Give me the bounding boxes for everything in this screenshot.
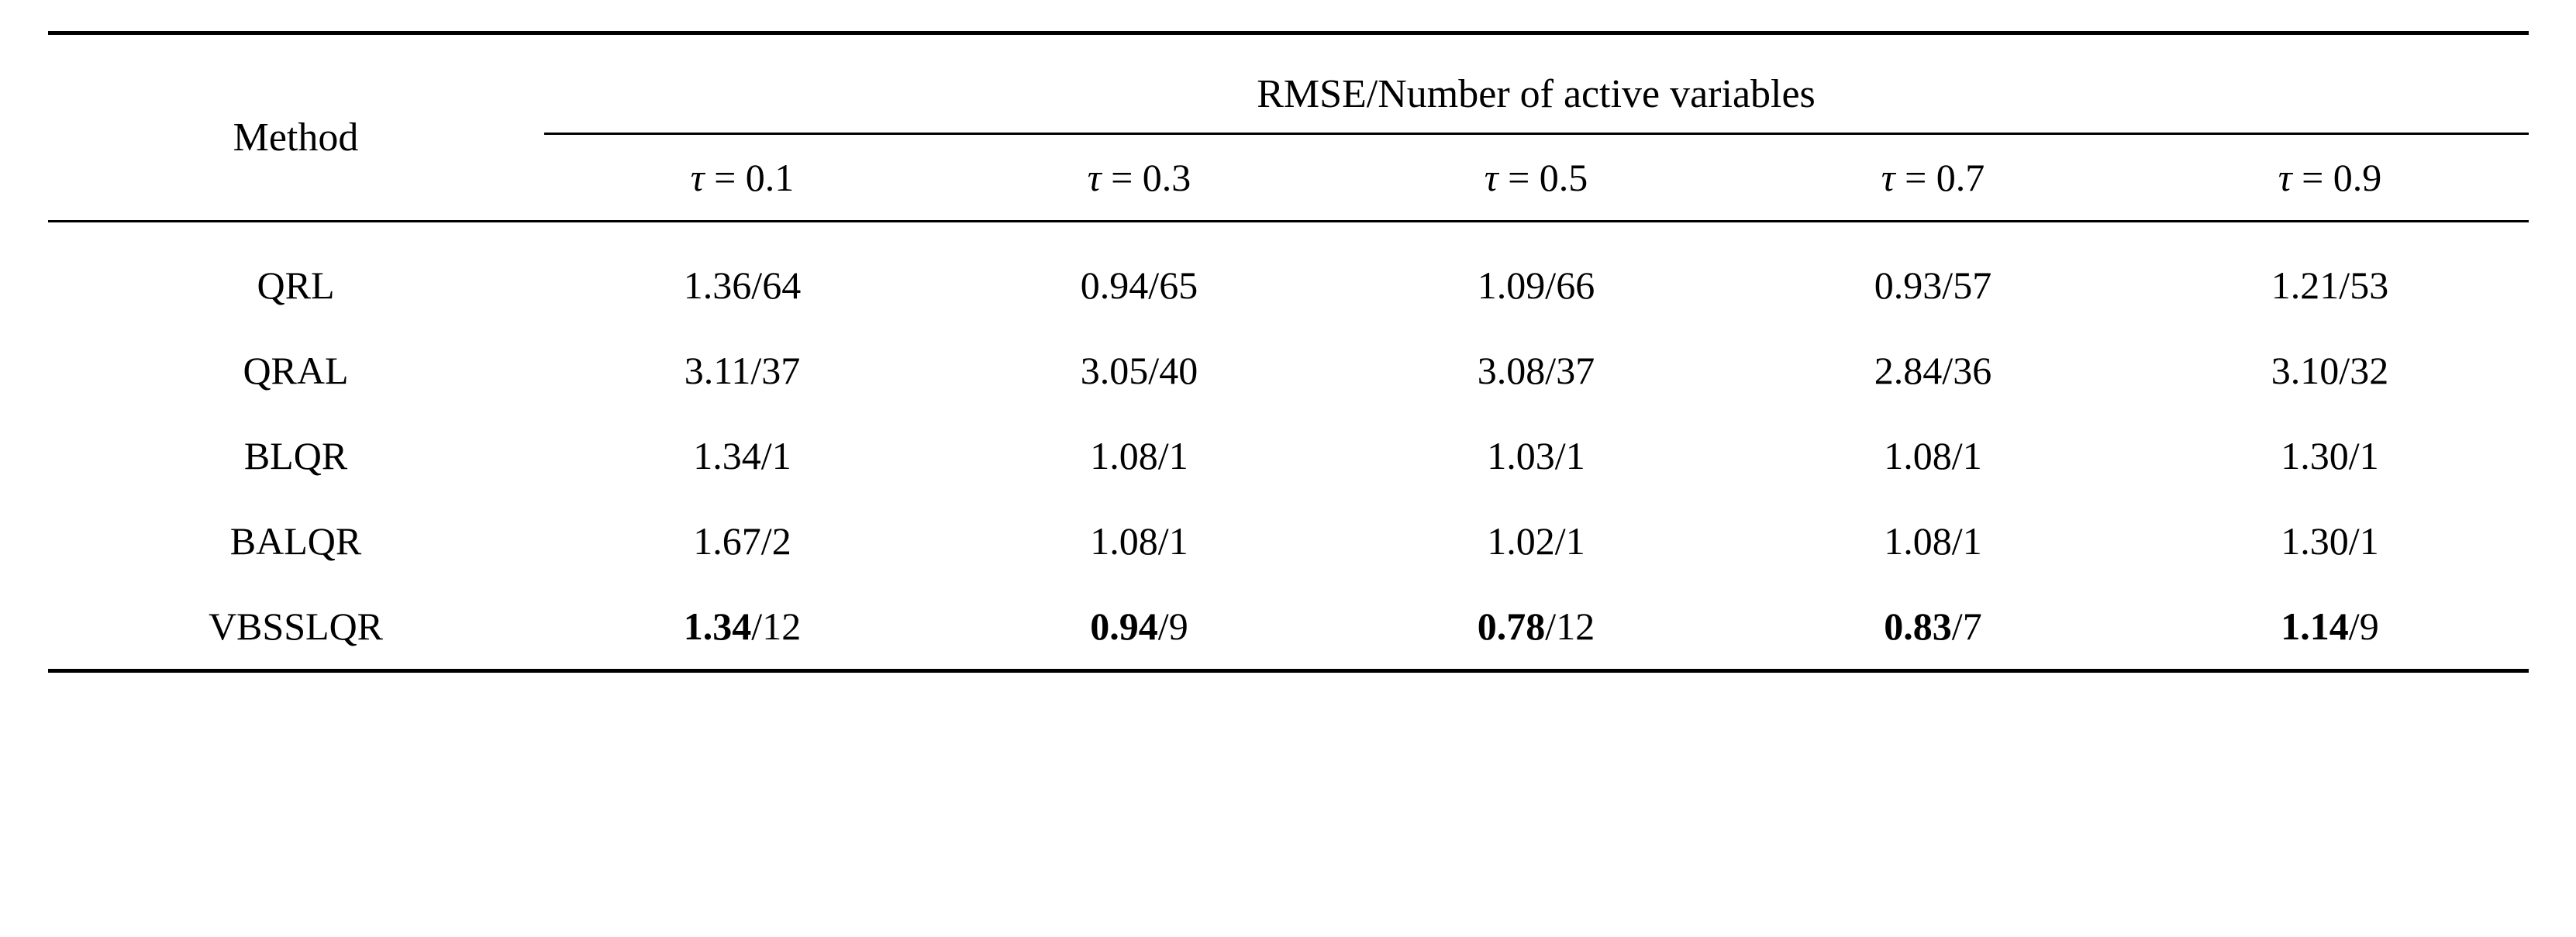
n-active-value: 1 xyxy=(1169,519,1188,563)
col-tau-0: τ = 0.1 xyxy=(544,135,941,222)
rmse-value: 3.08 xyxy=(1478,349,1546,392)
n-active-value: 9 xyxy=(2360,605,2379,648)
value-cell: 2.84/36 xyxy=(1735,328,2132,413)
method-cell: QRAL xyxy=(48,328,544,413)
n-active-value: 57 xyxy=(1953,264,1991,307)
n-active-value: 1 xyxy=(1963,434,1982,477)
n-active-value: 7 xyxy=(1963,605,1982,648)
method-cell: VBSSLQR xyxy=(48,584,544,669)
n-active-value: 12 xyxy=(1556,605,1595,648)
n-active-value: 65 xyxy=(1159,264,1198,307)
rmse-value: 1.08 xyxy=(1090,519,1158,563)
n-active-value: 1 xyxy=(772,434,791,477)
value-cell: 1.08/1 xyxy=(1735,498,2132,584)
rmse-value: 0.94 xyxy=(1081,264,1149,307)
rmse-value: 0.78 xyxy=(1478,605,1546,648)
rmse-value: 1.02 xyxy=(1487,519,1555,563)
rmse-value: 1.08 xyxy=(1884,519,1952,563)
rmse-value: 1.08 xyxy=(1884,434,1952,477)
rmse-value: 1.34 xyxy=(693,434,761,477)
value-cell: 1.09/66 xyxy=(1338,243,1735,328)
col-tau-4: τ = 0.9 xyxy=(2132,135,2529,222)
n-active-value: 36 xyxy=(1953,349,1991,392)
table-row: QRL1.36/640.94/651.09/660.93/571.21/53 xyxy=(48,243,2529,328)
method-cell: QRL xyxy=(48,243,544,328)
value-cell: 1.21/53 xyxy=(2132,243,2529,328)
value-cell: 3.11/37 xyxy=(544,328,941,413)
value-cell: 1.03/1 xyxy=(1338,413,1735,498)
method-header: Method xyxy=(233,115,359,160)
rmse-value: 3.05 xyxy=(1081,349,1149,392)
value-cell: 0.94/9 xyxy=(941,584,1338,669)
value-cell: 1.08/1 xyxy=(941,413,1338,498)
n-active-value: 32 xyxy=(2350,349,2388,392)
value-cell: 1.14/9 xyxy=(2132,584,2529,669)
table-row: QRAL3.11/373.05/403.08/372.84/363.10/32 xyxy=(48,328,2529,413)
rmse-value: 1.14 xyxy=(2281,605,2349,648)
table-row: VBSSLQR1.34/120.94/90.78/120.83/71.14/9 xyxy=(48,584,2529,669)
value-cell: 1.08/1 xyxy=(1735,413,2132,498)
value-cell: 3.05/40 xyxy=(941,328,1338,413)
rmse-value: 0.94 xyxy=(1090,605,1158,648)
value-cell: 1.36/64 xyxy=(544,243,941,328)
header-row-1: Method RMSE/Number of active variables xyxy=(48,55,2529,133)
rmse-value: 1.67 xyxy=(693,519,761,563)
rmse-value: 2.84 xyxy=(1874,349,1943,392)
method-cell: BLQR xyxy=(48,413,544,498)
value-cell: 1.67/2 xyxy=(544,498,941,584)
spanner-header: RMSE/Number of active variables xyxy=(544,55,2529,133)
method-cell: BALQR xyxy=(48,498,544,584)
n-active-value: 40 xyxy=(1159,349,1198,392)
value-cell: 1.08/1 xyxy=(941,498,1338,584)
rmse-value: 1.34 xyxy=(684,605,752,648)
rmse-value: 3.11 xyxy=(685,349,751,392)
n-active-value: 37 xyxy=(1556,349,1595,392)
n-active-value: 1 xyxy=(2360,519,2379,563)
n-active-value: 66 xyxy=(1556,264,1595,307)
rmse-value: 1.08 xyxy=(1090,434,1158,477)
n-active-value: 64 xyxy=(762,264,801,307)
rmse-value: 0.83 xyxy=(1884,605,1952,648)
value-cell: 1.34/1 xyxy=(544,413,941,498)
n-active-value: 1 xyxy=(2360,434,2379,477)
n-active-value: 12 xyxy=(762,605,801,648)
n-active-value: 1 xyxy=(1169,434,1188,477)
value-cell: 1.30/1 xyxy=(2132,413,2529,498)
rmse-value: 1.36 xyxy=(684,264,752,307)
rmse-value: 0.93 xyxy=(1874,264,1943,307)
table-row: BALQR1.67/21.08/11.02/11.08/11.30/1 xyxy=(48,498,2529,584)
value-cell: 0.78/12 xyxy=(1338,584,1735,669)
value-cell: 3.08/37 xyxy=(1338,328,1735,413)
rmse-value: 1.30 xyxy=(2281,434,2349,477)
value-cell: 1.02/1 xyxy=(1338,498,1735,584)
value-cell: 0.93/57 xyxy=(1735,243,2132,328)
n-active-value: 1 xyxy=(1566,519,1585,563)
col-tau-1: τ = 0.3 xyxy=(941,135,1338,222)
rmse-value: 1.21 xyxy=(2271,264,2340,307)
rmse-value: 1.03 xyxy=(1487,434,1555,477)
value-cell: 0.83/7 xyxy=(1735,584,2132,669)
table-row: BLQR1.34/11.08/11.03/11.08/11.30/1 xyxy=(48,413,2529,498)
col-tau-3: τ = 0.7 xyxy=(1735,135,2132,222)
n-active-value: 53 xyxy=(2350,264,2388,307)
value-cell: 1.30/1 xyxy=(2132,498,2529,584)
n-active-value: 37 xyxy=(761,349,800,392)
col-tau-2: τ = 0.5 xyxy=(1338,135,1735,222)
value-cell: 1.34/12 xyxy=(544,584,941,669)
results-table: Method RMSE/Number of active variables τ… xyxy=(48,31,2529,673)
n-active-value: 9 xyxy=(1169,605,1188,648)
value-cell: 3.10/32 xyxy=(2132,328,2529,413)
value-cell: 0.94/65 xyxy=(941,243,1338,328)
n-active-value: 1 xyxy=(1566,434,1585,477)
rmse-value: 3.10 xyxy=(2271,349,2340,392)
n-active-value: 2 xyxy=(772,519,791,563)
rmse-value: 1.09 xyxy=(1478,264,1546,307)
n-active-value: 1 xyxy=(1963,519,1982,563)
rmse-value: 1.30 xyxy=(2281,519,2349,563)
